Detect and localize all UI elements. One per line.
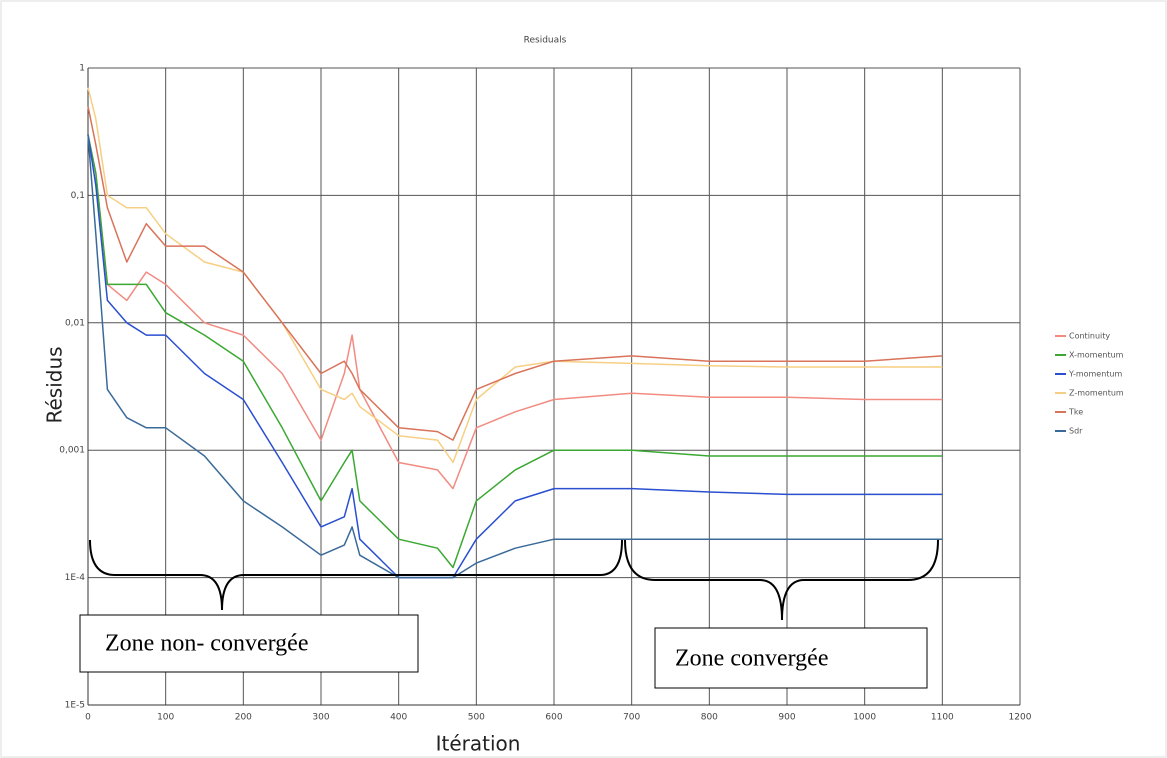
x-tick-label: 200 <box>235 713 252 723</box>
y-axis-label: Résidus <box>43 346 67 423</box>
legend-label: Tke <box>1068 408 1083 417</box>
x-tick-label: 900 <box>778 713 795 723</box>
legend-label: Sdr <box>1069 427 1083 436</box>
brace <box>624 539 939 621</box>
series-line <box>87 134 943 579</box>
x-tick-label: 600 <box>545 713 562 723</box>
series-line <box>87 106 943 441</box>
y-tick-label: 0,001 <box>59 446 85 456</box>
y-tick-label: 1E-4 <box>65 573 86 583</box>
x-tick-label: 1200 <box>1009 713 1032 723</box>
x-tick-label: 1100 <box>931 713 954 723</box>
plot: 0 100 200 300 400 500 600 700 800 900 1000 1100 1200… <box>59 64 1124 723</box>
x-tick-label: 400 <box>390 713 407 723</box>
y-tick-label: 1E-5 <box>65 701 85 711</box>
legend-label: Y-momentum <box>1068 370 1123 379</box>
series-line <box>87 134 943 569</box>
annotation-box <box>79 614 419 673</box>
x-tick-label: 1000 <box>853 713 876 723</box>
series-line <box>87 87 943 464</box>
x-tick-label: 800 <box>701 713 718 723</box>
x-tick-label: 100 <box>157 713 174 723</box>
y-tick-label: 0,01 <box>65 318 85 328</box>
annotation: Zone non- convergée <box>105 631 308 657</box>
y-tick-label: 1 <box>79 64 85 74</box>
x-axis-label: Itération <box>436 732 521 756</box>
y-tick-label: 0,1 <box>71 191 85 201</box>
legend-label: Z-momentum <box>1069 389 1124 398</box>
annotation-box <box>654 627 928 689</box>
x-tick-label: 700 <box>623 713 640 723</box>
x-tick-label: 500 <box>468 713 485 723</box>
brace <box>89 539 623 611</box>
legend-label: X-momentum <box>1069 351 1124 360</box>
series-line <box>87 134 943 490</box>
legend-label: Continuity <box>1069 332 1110 341</box>
x-tick-label: 0 <box>85 713 91 723</box>
series-line <box>87 134 943 579</box>
annotation: Zone convergée <box>675 646 828 672</box>
chart-title: Residuals <box>524 36 567 46</box>
x-tick-label: 300 <box>312 713 329 723</box>
